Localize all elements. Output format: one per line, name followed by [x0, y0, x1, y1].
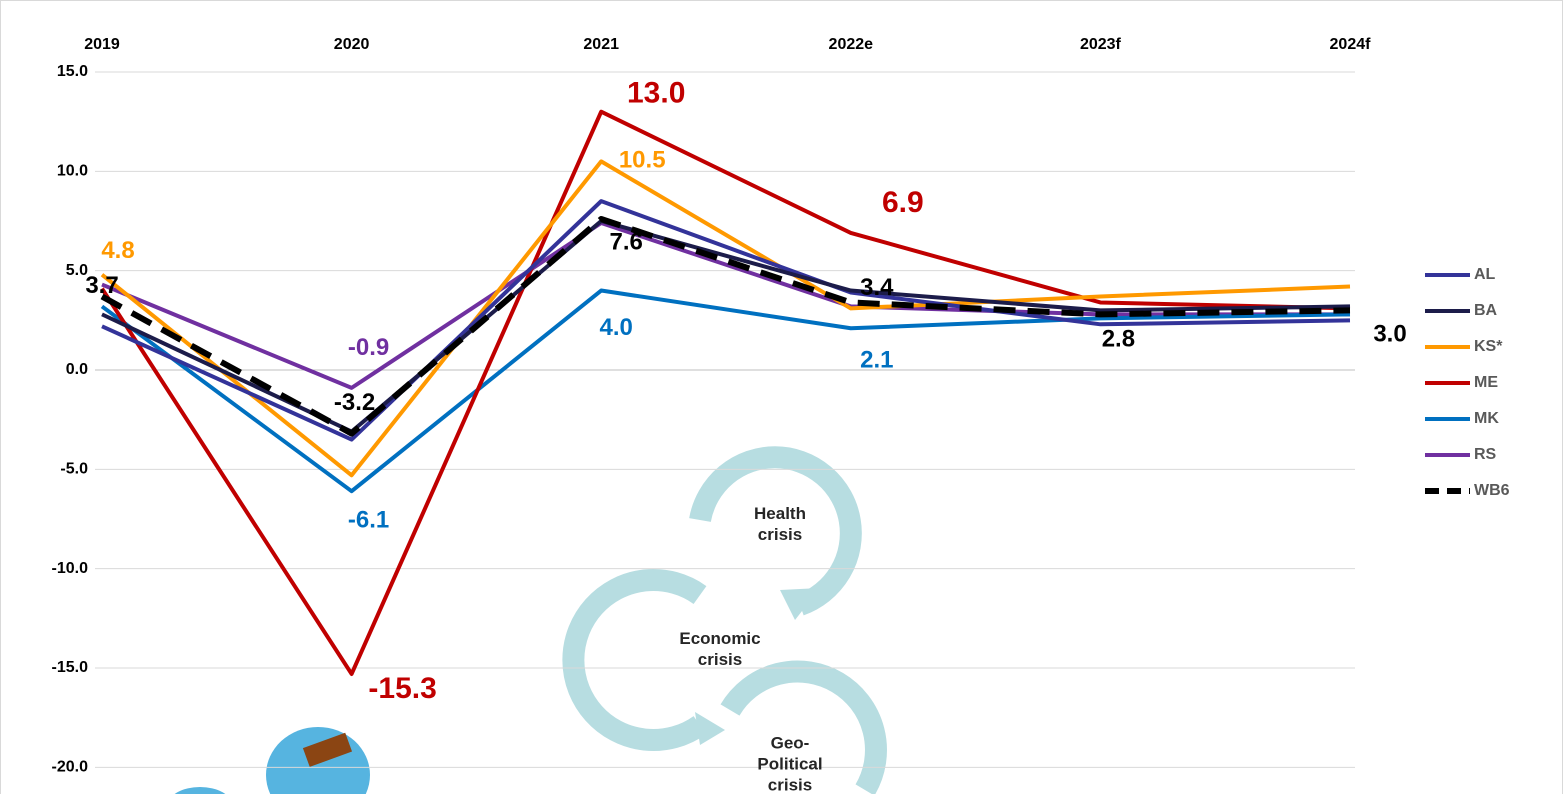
data-label: 3.4 [860, 274, 894, 301]
data-label: 2.1 [860, 347, 893, 374]
annotation-text: Political [757, 754, 822, 773]
y-tick-label: 10.0 [57, 163, 88, 180]
x-tick-label: 2023f [1080, 36, 1122, 53]
data-label: 7.6 [610, 228, 643, 255]
series-line [102, 219, 1350, 434]
x-tick-label: 2024f [1330, 36, 1372, 53]
y-tick-label: -10.0 [52, 560, 89, 577]
crisis-cycle [573, 457, 876, 790]
annotation-text: crisis [768, 775, 812, 794]
legend-label: WB6 [1474, 482, 1510, 499]
y-tick-label: -15.0 [52, 659, 89, 676]
annotation-text: Geo- [771, 733, 810, 752]
cartoon [168, 727, 370, 794]
legend-label: KS* [1474, 338, 1503, 355]
data-label: -6.1 [348, 507, 389, 534]
data-label: -15.3 [368, 672, 436, 705]
legend-label: AL [1474, 266, 1496, 283]
arrow-head [695, 712, 725, 745]
y-tick-label: 0.0 [66, 361, 88, 378]
annotation-text: crisis [758, 525, 802, 544]
y-tick-label: -20.0 [52, 759, 89, 776]
annotation-text: Health [754, 504, 806, 523]
x-tick-label: 2020 [334, 36, 370, 53]
data-label: -0.9 [348, 334, 389, 361]
cartoon-circle [168, 787, 232, 794]
data-label: 2.8 [1102, 326, 1135, 353]
data-label: 3.7 [85, 272, 118, 299]
data-label: 3.0 [1373, 321, 1406, 348]
y-tick-label: -5.0 [60, 461, 88, 478]
data-label: 4.8 [101, 237, 134, 264]
data-label: 6.9 [882, 186, 924, 219]
data-label: 10.5 [619, 147, 666, 174]
x-tick-label: 2021 [583, 36, 619, 53]
data-label: 4.0 [600, 314, 633, 341]
legend-label: RS [1474, 446, 1497, 463]
data-label: -3.2 [334, 389, 375, 416]
legend-label: ME [1474, 374, 1498, 391]
annotation-text: crisis [698, 650, 742, 669]
chart: 15.010.05.00.0-5.0-10.0-15.0-20.02019202… [0, 0, 1563, 794]
y-tick-label: 15.0 [57, 63, 88, 80]
legend-label: MK [1474, 410, 1499, 427]
series-line [102, 112, 1350, 674]
annotation-text: Economic [679, 629, 760, 648]
series-line [102, 291, 1350, 492]
cycle-arrow [573, 580, 700, 740]
x-tick-label: 2022e [829, 36, 874, 53]
data-label: 13.0 [627, 77, 685, 110]
legend-label: BA [1474, 302, 1498, 319]
x-tick-label: 2019 [84, 36, 120, 53]
